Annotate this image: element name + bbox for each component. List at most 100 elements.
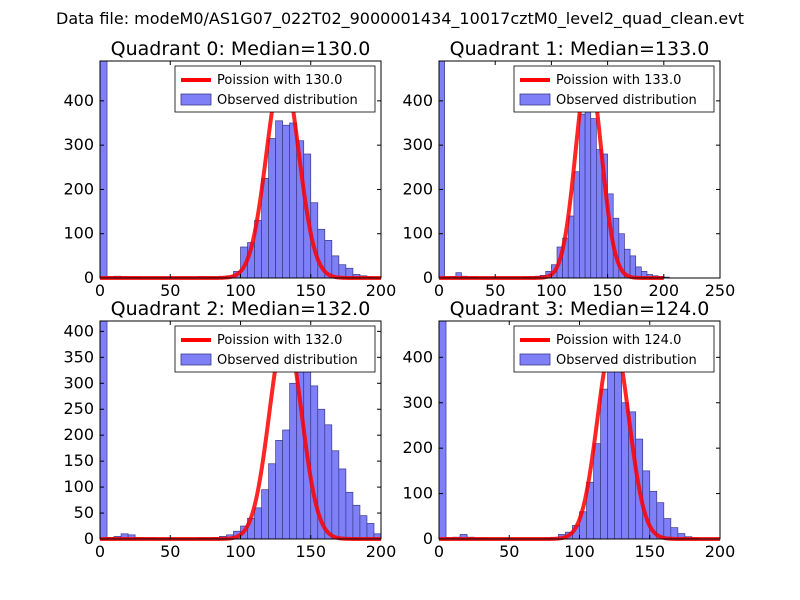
- histogram-bar: [607, 345, 615, 540]
- legend-label-poisson: Poission with 124.0: [556, 333, 681, 348]
- histogram-bar: [261, 489, 269, 540]
- histogram-bar: [254, 507, 262, 540]
- subplot-title: Quadrant 3: Median=124.0: [450, 298, 710, 320]
- y-tick-label: 200: [402, 438, 433, 457]
- histogram-bar: [282, 429, 291, 540]
- x-tick-label: 50: [499, 542, 519, 561]
- histogram-bar: [331, 450, 340, 540]
- subplot-quadrant-3: Quadrant 3: Median=124.0 0 50 100 150 200 0 1…: [402, 298, 735, 561]
- x-ticks: 0 50 100 150 200: [434, 321, 735, 561]
- figure-title: Data file: modeM0/AS1G07_022T02_90000014…: [56, 9, 744, 29]
- x-tick-label: 200: [705, 542, 736, 561]
- x-ticks: 0 50 100 150 200: [95, 321, 396, 561]
- y-tick-label: 300: [402, 393, 433, 412]
- x-tick-label: 150: [295, 542, 326, 561]
- legend-label-poisson: Poission with 133.0: [556, 73, 681, 88]
- histogram-bar: [663, 518, 672, 540]
- legend-label-observed: Observed distribution: [217, 93, 358, 108]
- subplot-quadrant-0: Quadrant 0: Median=130.0 0 50 100 150 200 0 1…: [63, 38, 396, 300]
- x-tick-label: 0: [95, 281, 105, 300]
- histogram-bar: [593, 443, 601, 540]
- y-ticks: 0 100 200 300 400: [402, 347, 720, 548]
- x-tick-label: 50: [160, 542, 180, 561]
- x-tick-label: 100: [225, 542, 256, 561]
- histogram-bar: [438, 60, 445, 279]
- y-tick-label: 200: [63, 179, 94, 198]
- histogram-bar: [275, 440, 284, 540]
- y-tick-label: 250: [63, 399, 94, 418]
- histogram-bar: [289, 382, 298, 540]
- histogram-bar: [579, 113, 586, 279]
- histogram-bar: [596, 149, 603, 279]
- subplot-title: Quadrant 0: Median=130.0: [111, 38, 371, 60]
- subplot-quadrant-2: Quadrant 2: Median=132.0 0 50 100 150 200 0 5…: [63, 298, 396, 561]
- y-tick-label: 400: [63, 91, 94, 110]
- legend: Poission with 124.0 Observed distributio…: [513, 325, 715, 373]
- histogram-bar: [268, 138, 276, 279]
- y-tick-label: 0: [84, 529, 94, 548]
- legend-bar-swatch: [180, 353, 212, 366]
- x-tick-label: 0: [95, 542, 105, 561]
- histogram-bar: [268, 463, 276, 540]
- histogram-bar: [567, 215, 575, 279]
- histogram-bar: [99, 60, 108, 279]
- legend-bar-swatch: [180, 93, 212, 106]
- y-tick-label: 200: [63, 425, 94, 444]
- subplot-title: Quadrant 1: Median=133.0: [450, 38, 710, 60]
- y-tick-label: 100: [63, 477, 94, 496]
- histogram-bar: [99, 320, 108, 540]
- x-tick-label: 100: [564, 542, 595, 561]
- histogram-bar: [352, 504, 361, 540]
- x-tick-label: 50: [160, 281, 180, 300]
- y-tick-label: 400: [402, 347, 433, 366]
- legend-bar-swatch: [519, 93, 551, 106]
- x-ticks: 0 50 100 150 200 250: [434, 61, 735, 300]
- y-tick-label: 100: [402, 484, 433, 503]
- y-tick-label: 100: [402, 224, 433, 243]
- x-tick-label: 250: [705, 281, 736, 300]
- y-tick-label: 50: [74, 503, 94, 522]
- histogram-bar: [438, 320, 447, 540]
- x-tick-label: 200: [366, 281, 397, 300]
- x-tick-label: 100: [536, 281, 567, 300]
- y-tick-label: 200: [402, 179, 433, 198]
- histogram-bar: [310, 385, 319, 540]
- histogram-bar: [366, 523, 375, 540]
- legend: Poission with 132.0 Observed distributio…: [174, 325, 376, 373]
- axes-frame: [438, 60, 721, 279]
- legend-label-poisson: Poission with 130.0: [217, 73, 342, 88]
- histogram-bar: [282, 124, 291, 279]
- legend-label-observed: Observed distribution: [556, 93, 697, 108]
- y-tick-label: 0: [84, 268, 94, 287]
- x-tick-label: 0: [434, 542, 444, 561]
- legend-label-observed: Observed distribution: [556, 353, 697, 368]
- histogram-bar: [629, 255, 637, 279]
- x-tick-label: 100: [225, 281, 256, 300]
- x-ticks: 0 50 100 150 200: [95, 61, 396, 300]
- x-tick-label: 150: [295, 281, 326, 300]
- x-tick-label: 200: [366, 542, 397, 561]
- x-tick-label: 150: [634, 542, 665, 561]
- histogram-bars: [99, 320, 382, 540]
- histogram-bar: [324, 424, 333, 540]
- histogram-bar: [590, 118, 597, 279]
- histogram-bar: [600, 388, 608, 540]
- y-tick-label: 300: [63, 373, 94, 392]
- y-tick-label: 100: [63, 224, 94, 243]
- y-tick-label: 400: [402, 91, 433, 110]
- legend: Poission with 130.0 Observed distributio…: [174, 65, 376, 113]
- histogram-bar: [614, 352, 623, 540]
- x-tick-label: 150: [592, 281, 623, 300]
- x-tick-label: 0: [434, 281, 444, 300]
- subplot-quadrant-1: Quadrant 1: Median=133.0 0 50 100 150 200 250…: [402, 38, 735, 300]
- histogram-bar: [275, 120, 284, 279]
- legend: Poission with 133.0 Observed distributio…: [513, 65, 715, 113]
- legend-label-poisson: Poission with 132.0: [217, 333, 342, 348]
- y-tick-label: 350: [63, 347, 94, 366]
- histogram-bar: [338, 468, 347, 540]
- y-ticks: 0 50 100 150 200 250 300 350 400: [63, 321, 381, 548]
- legend-bar-swatch: [519, 353, 551, 366]
- y-tick-label: 400: [63, 321, 94, 340]
- y-tick-label: 300: [402, 135, 433, 154]
- y-tick-label: 300: [63, 135, 94, 154]
